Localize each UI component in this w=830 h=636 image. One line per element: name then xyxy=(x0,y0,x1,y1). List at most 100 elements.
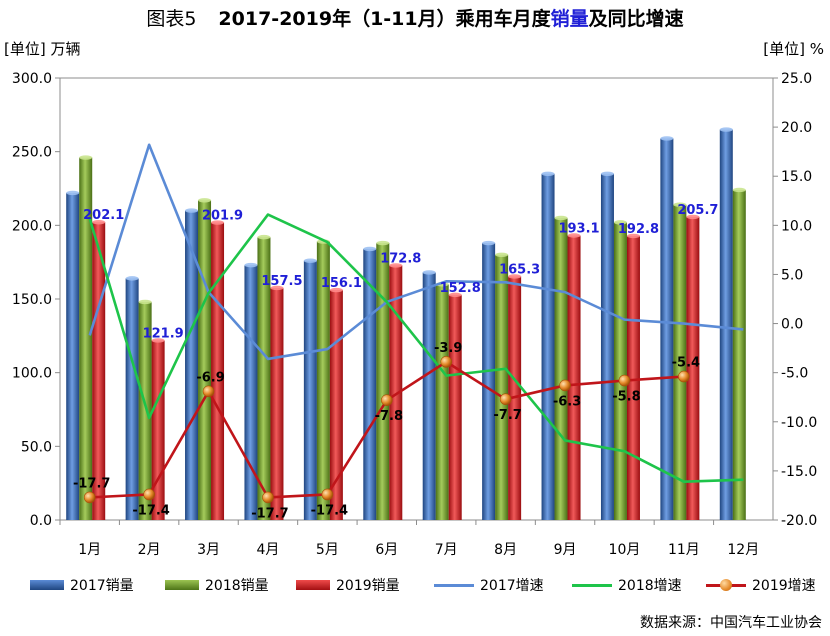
bar-2018-sales xyxy=(316,241,330,521)
bar-2019-sales-cap xyxy=(329,287,343,293)
bar-2017-sales xyxy=(244,265,258,520)
bar-2018-sales-cap xyxy=(257,234,271,240)
right-axis-tick-label: -10.0 xyxy=(781,415,817,431)
bar-2018-sales-cap xyxy=(376,240,390,246)
marker-2019-growth xyxy=(321,488,334,501)
bar-2017-sales-cap xyxy=(660,136,674,141)
right-axis-tick-label: 20.0 xyxy=(781,120,812,136)
left-axis-unit: [单位] 万辆 xyxy=(4,40,81,58)
bar-2017-sales-cap xyxy=(185,208,199,213)
x-axis-tick-label: 1月 xyxy=(78,542,101,558)
left-axis-tick-label: 300.0 xyxy=(12,71,52,87)
bar-2019-sales-cap xyxy=(270,285,284,291)
figure-label: 图表5 xyxy=(146,8,197,30)
data-label-2019-sales: 172.8 xyxy=(380,251,421,266)
legend-swatch-2019-sales xyxy=(296,580,330,590)
right-axis-tick-label: -15.0 xyxy=(781,464,817,480)
title-part1: 2017-2019年（1-11月）乘用车月度 xyxy=(218,8,551,30)
bar-2018-sales-cap xyxy=(673,202,687,207)
bar-2019-sales-cap xyxy=(92,220,106,225)
bar-2019-sales-cap xyxy=(448,292,462,298)
bar-2019-sales-cap xyxy=(508,274,522,279)
bar-2019-sales xyxy=(686,216,700,520)
legend-label-2019-sales: 2019销量 xyxy=(336,578,400,594)
bar-2018-sales-cap xyxy=(79,155,93,160)
legend: 2017销量 2018销量 2019销量 2017增速 2018增速 2019增… xyxy=(0,572,830,598)
right-axis-tick-label: -5.0 xyxy=(781,366,808,382)
bar-2019-sales xyxy=(270,287,284,520)
legend-item-2018-growth: 2018增速 xyxy=(572,572,682,598)
bar-2017-sales xyxy=(719,129,733,521)
marker-2019-growth xyxy=(618,374,631,387)
left-axis-tick-label: 250.0 xyxy=(12,145,52,161)
data-label-2019-sales: 157.5 xyxy=(261,274,302,289)
bar-2017-sales xyxy=(482,243,496,520)
bar-2019-sales xyxy=(448,294,462,520)
bar-2017-sales xyxy=(541,173,555,520)
right-axis-tick-label: 10.0 xyxy=(781,218,812,234)
right-axis-tick-label: 5.0 xyxy=(781,267,803,283)
marker-2019-growth xyxy=(202,385,215,398)
marker-2019-growth xyxy=(559,379,571,392)
bar-2017-sales-cap xyxy=(125,276,139,281)
bar-2017-sales-cap xyxy=(66,190,80,196)
marker-2019-growth xyxy=(380,394,393,406)
bar-2018-sales xyxy=(435,284,449,520)
bar-2019-sales-cap xyxy=(686,214,700,220)
data-label-2019-growth: -17.4 xyxy=(311,503,348,518)
left-axis-tick-label: 200.0 xyxy=(12,218,52,234)
bar-2018-sales xyxy=(495,254,509,521)
bar-2018-sales xyxy=(613,222,627,521)
left-axis-tick-label: 50.0 xyxy=(21,439,52,455)
data-label-2019-growth: -3.9 xyxy=(434,341,462,356)
bar-2018-sales xyxy=(79,157,93,520)
x-axis-tick-label: 4月 xyxy=(256,542,279,558)
bar-2018-sales-cap xyxy=(554,215,568,221)
x-axis-tick-label: 7月 xyxy=(435,542,458,558)
legend-item-2019-sales: 2019销量 xyxy=(296,572,400,598)
bar-2018-sales xyxy=(257,237,271,520)
legend-item-2018-sales: 2018销量 xyxy=(165,572,269,598)
title-part2: 及同比增速 xyxy=(588,8,684,30)
right-axis-unit: [单位] % xyxy=(763,40,824,58)
bar-2018-sales-cap xyxy=(495,252,509,257)
bar-2017-sales-cap xyxy=(303,258,317,263)
bar-2019-sales-cap xyxy=(567,233,581,238)
legend-line-2017-growth xyxy=(434,583,474,587)
x-axis-tick-label: 9月 xyxy=(554,542,577,558)
bar-2019-sales-cap xyxy=(151,338,165,343)
bar-2019-sales-cap xyxy=(389,263,403,268)
x-axis-tick-label: 12月 xyxy=(727,542,759,558)
bar-2018-sales xyxy=(732,189,746,520)
bar-2017-sales xyxy=(185,210,199,520)
bar-2017-sales xyxy=(422,272,436,520)
data-label-2019-sales: 192.8 xyxy=(618,222,659,237)
combo-chart: 0.0 50.0 100.0 150.0 200.0 250.0 300.0 -20.0 -15… xyxy=(12,71,817,558)
bar-2017-sales xyxy=(660,138,674,520)
x-axis-tick-label: 3月 xyxy=(197,542,220,558)
x-axis-tick-label: 2月 xyxy=(138,542,161,558)
bar-2017-sales-cap xyxy=(422,270,436,275)
data-label-2019-sales: 193.1 xyxy=(558,221,599,236)
legend-swatch-2018-sales xyxy=(165,580,199,590)
marker-2019-growth xyxy=(499,393,512,405)
data-label-2019-growth: -17.7 xyxy=(251,506,288,521)
right-axis-tick-label: 25.0 xyxy=(781,71,812,87)
chart-title: 图表5 2017-2019年（1-11月）乘用车月度销量及同比增速 xyxy=(0,4,830,31)
bar-2017-sales-cap xyxy=(600,171,614,176)
bar-2017-sales xyxy=(66,192,80,521)
line-2017-growth xyxy=(88,143,744,361)
bar-2018-sales xyxy=(554,217,568,520)
data-label-2019-growth: -7.8 xyxy=(375,409,403,424)
bar-2019-sales xyxy=(329,290,343,520)
bar-2018-sales xyxy=(198,200,212,520)
marker-2019-growth xyxy=(143,488,155,501)
bar-2018-sales xyxy=(376,243,390,520)
marker-2019-growth xyxy=(678,370,690,383)
line-2018-growth xyxy=(88,213,744,483)
legend-line-2018-growth xyxy=(572,583,612,587)
bar-2019-sales xyxy=(389,265,403,520)
bar-2017-sales-cap xyxy=(244,262,258,268)
title-highlight: 销量 xyxy=(550,8,589,30)
data-label-2019-growth: -17.7 xyxy=(73,476,110,491)
